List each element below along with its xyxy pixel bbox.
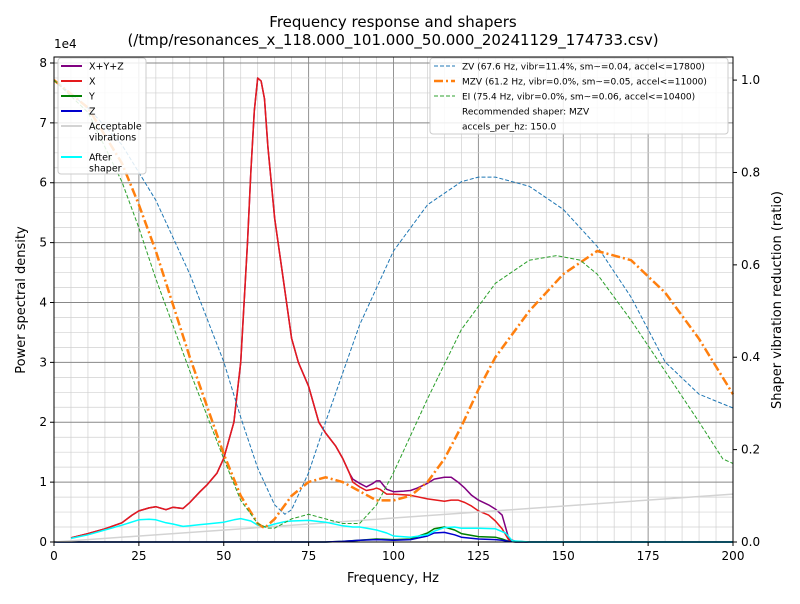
legend-label: vibrations bbox=[89, 133, 136, 144]
x-tick-label: 50 bbox=[216, 549, 231, 563]
x-tick-label: 125 bbox=[467, 549, 490, 563]
psd-series-group bbox=[53, 77, 734, 543]
y2-tick-label: 0.2 bbox=[741, 443, 760, 457]
legend-entry-x: X bbox=[61, 77, 96, 88]
y-tick-label: 6 bbox=[39, 176, 47, 190]
y2-axis-label: Shaper vibration reduction (ratio) bbox=[770, 191, 785, 409]
series-line-x bbox=[70, 77, 733, 543]
legend-label: ZV (67.6 Hz, vibr=11.4%, sm~=0.04, accel… bbox=[462, 63, 705, 73]
x-tick-label: 75 bbox=[301, 549, 316, 563]
y-axis-label: Power spectral density bbox=[14, 226, 29, 374]
series-line-mzv bbox=[53, 79, 735, 530]
legend-label: X bbox=[89, 77, 96, 88]
legend-label: MZV (61.2 Hz, vibr=0.0%, sm~=0.05, accel… bbox=[462, 78, 707, 88]
y2-tick-label: 0.6 bbox=[741, 258, 760, 272]
x-tick-label: 150 bbox=[552, 549, 575, 563]
y-tick-label: 3 bbox=[39, 355, 47, 369]
chart-subtitle: (/tmp/resonances_x_118.000_101.000_50.00… bbox=[127, 31, 658, 50]
legend-entry-xyz: X+Y+Z bbox=[61, 62, 124, 73]
y-offset-label: 1e4 bbox=[54, 37, 77, 51]
x-tick-label: 100 bbox=[382, 549, 405, 563]
legend-label: Acceptable bbox=[89, 122, 142, 133]
legend-entry-mzv: MZV (61.2 Hz, vibr=0.0%, sm~=0.05, accel… bbox=[434, 78, 707, 88]
y2-tick-label: 0.8 bbox=[741, 165, 760, 179]
y2-tick-label: 0.0 bbox=[741, 535, 760, 549]
y-tick-label: 4 bbox=[39, 295, 47, 309]
y-tick-label: 7 bbox=[39, 116, 47, 130]
legend-label: X+Y+Z bbox=[89, 62, 124, 73]
legend-label: accels_per_hz: 150.0 bbox=[462, 123, 556, 133]
legend-entry-ei: EI (75.4 Hz, vibr=0.0%, sm~=0.06, accel<… bbox=[434, 93, 695, 103]
legend-label: EI (75.4 Hz, vibr=0.0%, sm~=0.06, accel<… bbox=[462, 93, 695, 103]
y-tick-label: 2 bbox=[39, 415, 47, 429]
legend-label: shaper bbox=[89, 164, 122, 175]
legend-label: Recommended shaper: MZV bbox=[462, 108, 590, 118]
x-tick-label: 25 bbox=[131, 549, 146, 563]
x-tick-label: 0 bbox=[50, 549, 58, 563]
series-line-after bbox=[70, 517, 733, 543]
series-line-acceptable bbox=[53, 493, 734, 543]
x-tick-label: 200 bbox=[722, 549, 745, 563]
legend-entry-note-4: accels_per_hz: 150.0 bbox=[462, 123, 556, 133]
legend-entry-y: Y bbox=[61, 92, 95, 103]
legend-label: Z bbox=[89, 107, 96, 118]
y-tick-label: 5 bbox=[39, 236, 47, 250]
y-tick-label: 0 bbox=[39, 535, 47, 549]
legend-entry-z: Z bbox=[61, 107, 96, 118]
series-line-z bbox=[54, 531, 733, 543]
legend-psd-box bbox=[57, 57, 147, 175]
x-tick-label: 175 bbox=[637, 549, 660, 563]
legend-entry-zv: ZV (67.6 Hz, vibr=11.4%, sm~=0.04, accel… bbox=[434, 63, 705, 73]
legend-shapers-box bbox=[429, 57, 729, 135]
legend-shapers: ZV (67.6 Hz, vibr=11.4%, sm~=0.04, accel… bbox=[429, 57, 729, 135]
y-tick-label: 1 bbox=[39, 475, 47, 489]
y2-tick-label: 1.0 bbox=[741, 73, 760, 87]
legend-entry-note-3: Recommended shaper: MZV bbox=[462, 108, 590, 118]
x-axis-label: Frequency, Hz bbox=[347, 571, 439, 586]
series-line-zv bbox=[53, 79, 734, 515]
legend-label: Y bbox=[88, 92, 95, 103]
shaper-series-group bbox=[53, 79, 735, 530]
y2-tick-label: 0.4 bbox=[741, 350, 760, 364]
series-line-ei bbox=[53, 79, 734, 529]
y-tick-label: 8 bbox=[39, 56, 47, 70]
axis-ticks: 0 25 50 75 100 125 150 175 200 0 1 2 3 4 5 6 7 8 0.0 0.2 0.4… bbox=[39, 56, 760, 563]
legend-label: After bbox=[89, 153, 112, 164]
chart-title: Frequency response and shapers bbox=[269, 13, 517, 31]
